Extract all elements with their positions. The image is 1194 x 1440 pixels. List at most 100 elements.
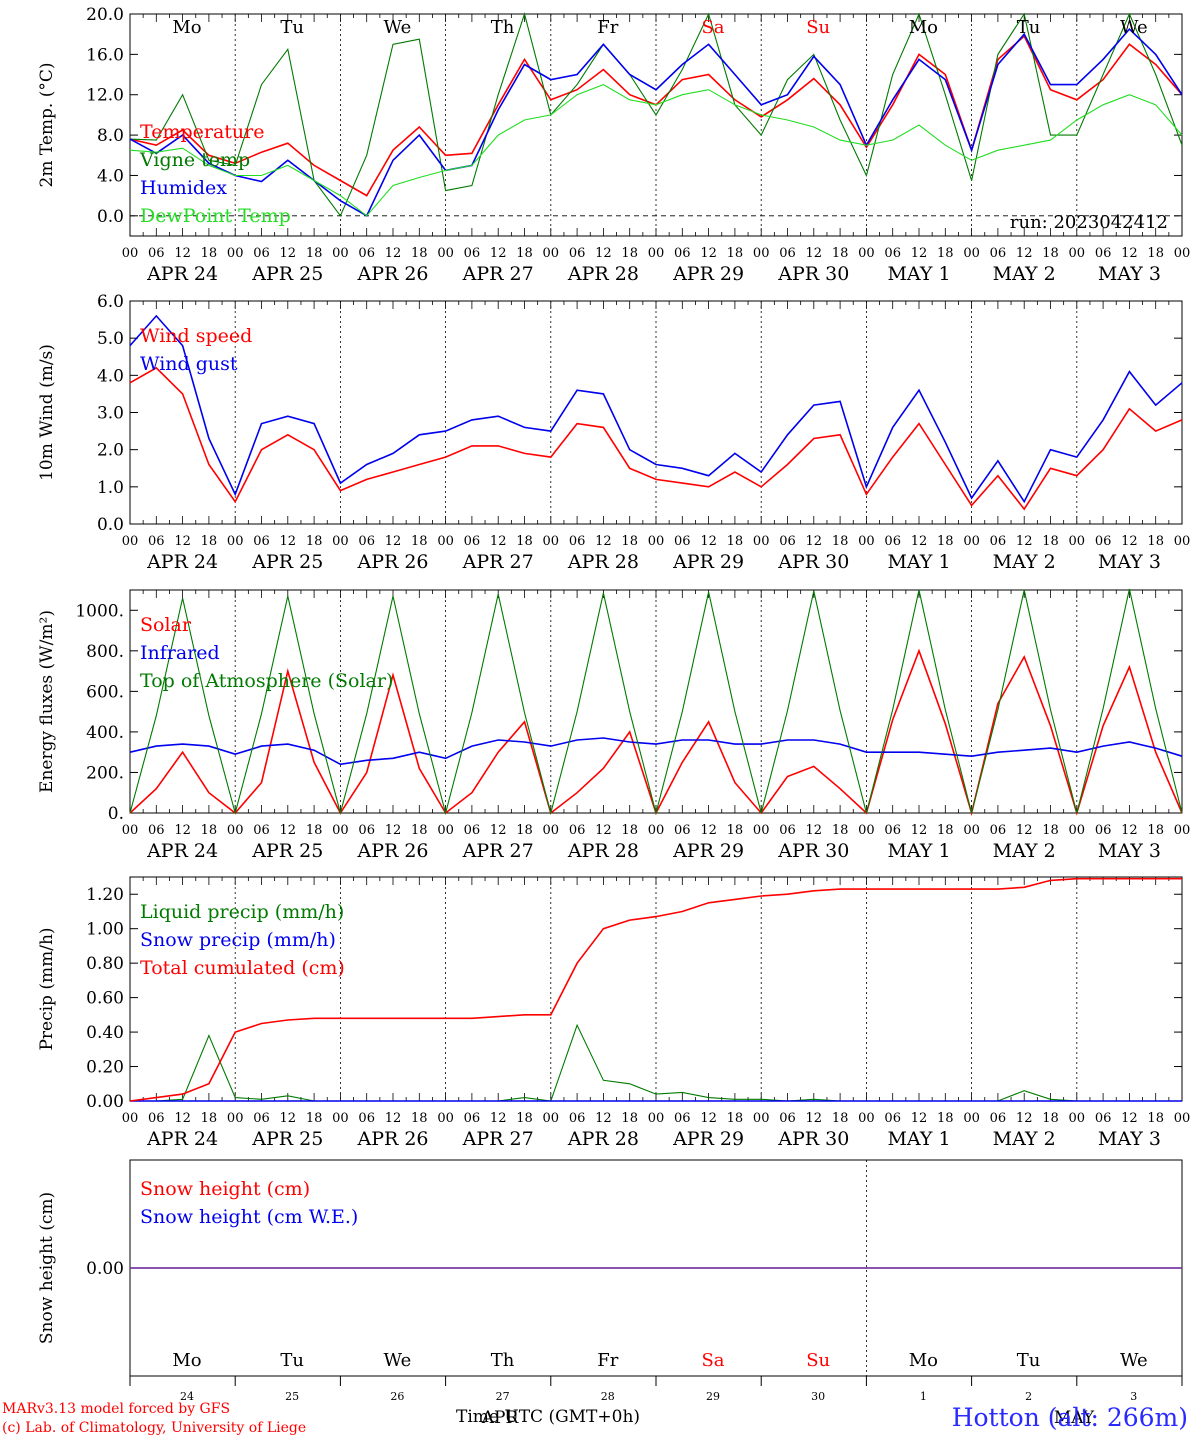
panel4-hour-label: 06 xyxy=(990,1111,1007,1126)
panel3-ytick-label: 400. xyxy=(86,723,124,743)
panel3-ytick-label: 200. xyxy=(86,763,124,783)
panel4-hour-label: 18 xyxy=(621,1111,638,1126)
weekday-bottom-label: Mo xyxy=(172,1350,201,1371)
panel2-hour-label: 00 xyxy=(1069,534,1086,549)
panel4-hour-label: 00 xyxy=(543,1111,560,1126)
panel3-hour-label: 06 xyxy=(148,823,165,838)
panel1-legend-4: DewPoint Temp xyxy=(140,205,291,227)
panel3-series-3 xyxy=(129,588,1183,816)
panel3-hour-label: 18 xyxy=(516,823,533,838)
panel4-series-3 xyxy=(129,877,1182,1102)
panel1-ytick-label: 16.0 xyxy=(86,45,124,65)
panel2-hour-label: 12 xyxy=(174,534,191,549)
panel2-hour-label: 00 xyxy=(1174,534,1191,549)
panel2-hour-label: 18 xyxy=(306,534,323,549)
panel2-day-label: APR 24 xyxy=(146,551,218,573)
bottom-day-number: 30 xyxy=(811,1390,825,1403)
panel1-hour-label: 00 xyxy=(437,246,454,261)
panel3-legend-2: Infrared xyxy=(140,642,220,664)
panel2-series-2 xyxy=(129,314,1183,504)
weekday-top-label: Th xyxy=(491,17,515,38)
panel3-day-label: APR 27 xyxy=(462,840,534,862)
panel2-hour-label: 12 xyxy=(911,534,928,549)
panel3-hour-label: 06 xyxy=(990,823,1007,838)
panel1-hour-label: 18 xyxy=(832,246,849,261)
panel2-hour-label: 06 xyxy=(674,534,691,549)
panel4-hour-label: 12 xyxy=(1016,1111,1033,1126)
panel3-hour-label: 00 xyxy=(437,823,454,838)
panel3-hour-label: 00 xyxy=(543,823,560,838)
weekday-bottom-label: Mo xyxy=(909,1350,938,1371)
weekday-top-label: Mo xyxy=(172,17,201,38)
panel2-legend-1: Wind speed xyxy=(140,325,252,347)
panel4-legend-3: Total cumulated (cm) xyxy=(140,957,345,979)
panel3-ytick-label: 0. xyxy=(108,804,124,824)
panel1-ytick-label: 4.0 xyxy=(97,166,124,186)
panel4-hour-label: 12 xyxy=(280,1111,297,1126)
panel1-hour-label: 06 xyxy=(253,246,270,261)
panel2-hour-label: 00 xyxy=(753,534,770,549)
panel2-day-label: APR 28 xyxy=(567,551,639,573)
panel3-hour-label: 00 xyxy=(753,823,770,838)
panel4-hour-label: 00 xyxy=(963,1111,980,1126)
panel4-hour-label: 18 xyxy=(201,1111,218,1126)
panel2-hour-label: 12 xyxy=(490,534,507,549)
panel2-hour-label: 12 xyxy=(595,534,612,549)
panel1-ytick-label: 20.0 xyxy=(86,5,124,25)
panel4-hour-label: 00 xyxy=(753,1111,770,1126)
panel3-day-label: APR 28 xyxy=(567,840,639,862)
panel3-hour-label: 06 xyxy=(569,823,586,838)
panel2-day-label: APR 27 xyxy=(462,551,534,573)
panel4-ytick-label: 1.00 xyxy=(86,920,124,940)
panel4-ylabel: Precip (mm/h) xyxy=(37,927,57,1050)
panel1-ytick-label: 8.0 xyxy=(97,126,124,146)
panel1-day-label: APR 24 xyxy=(146,263,218,285)
panel4-day-label: MAY 3 xyxy=(1098,1128,1161,1150)
bottom-day-number: 1 xyxy=(920,1390,927,1403)
panel3-hour-label: 18 xyxy=(411,823,428,838)
panel1-day-label: APR 28 xyxy=(567,263,639,285)
panel2-hour-label: 18 xyxy=(832,534,849,549)
panel2-hour-label: 06 xyxy=(148,534,165,549)
panel3-series-2 xyxy=(129,737,1183,766)
panel4-day-label: MAY 1 xyxy=(887,1128,950,1150)
panel1-day-label: APR 25 xyxy=(251,263,323,285)
panel3-ylabel: Energy fluxes (W/m²) xyxy=(37,610,57,793)
panel5-ylabel: Snow height (cm) xyxy=(37,1192,57,1344)
panel4-day-label: APR 25 xyxy=(251,1128,323,1150)
panel4-hour-label: 12 xyxy=(385,1111,402,1126)
panel1-hour-label: 12 xyxy=(385,246,402,261)
panel4-hour-label: 06 xyxy=(358,1111,375,1126)
panel1-hour-label: 00 xyxy=(963,246,980,261)
panel3-hour-label: 12 xyxy=(174,823,191,838)
panel2-hour-label: 00 xyxy=(963,534,980,549)
bottom-day-number: 28 xyxy=(601,1390,615,1403)
panel2-hour-label: 06 xyxy=(884,534,901,549)
panel4-day-label: APR 28 xyxy=(567,1128,639,1150)
panel3-hour-label: 12 xyxy=(806,823,823,838)
panel4-hour-label: 06 xyxy=(779,1111,796,1126)
footer-model-line: MARv3.13 model forced by GFS xyxy=(2,1401,231,1417)
weekday-top-label: Tu xyxy=(280,17,304,38)
panel4-hour-label: 00 xyxy=(437,1111,454,1126)
weekday-bottom-label: Tu xyxy=(1017,1350,1041,1371)
panel1-hour-label: 18 xyxy=(411,246,428,261)
panel3-hour-label: 12 xyxy=(595,823,612,838)
panel3-hour-label: 12 xyxy=(911,823,928,838)
panel3-hour-label: 00 xyxy=(648,823,665,838)
panel4-hour-label: 18 xyxy=(1147,1111,1164,1126)
weekday-top-label: Sa xyxy=(701,17,724,38)
panel3-hour-label: 18 xyxy=(727,823,744,838)
weekday-bottom-label: Th xyxy=(491,1350,515,1371)
panel1-series-2 xyxy=(129,12,1183,217)
panel3-hour-label: 06 xyxy=(464,823,481,838)
panel4-hour-label: 12 xyxy=(595,1111,612,1126)
panel1-hour-label: 18 xyxy=(727,246,744,261)
panel3-day-label: APR 25 xyxy=(251,840,323,862)
panel4-hour-label: 00 xyxy=(648,1111,665,1126)
panel1-day-label: APR 30 xyxy=(777,263,849,285)
weekday-top-label: Tu xyxy=(1017,17,1041,38)
weekday-top-label: Su xyxy=(806,17,830,38)
panel1-hour-label: 12 xyxy=(1016,246,1033,261)
